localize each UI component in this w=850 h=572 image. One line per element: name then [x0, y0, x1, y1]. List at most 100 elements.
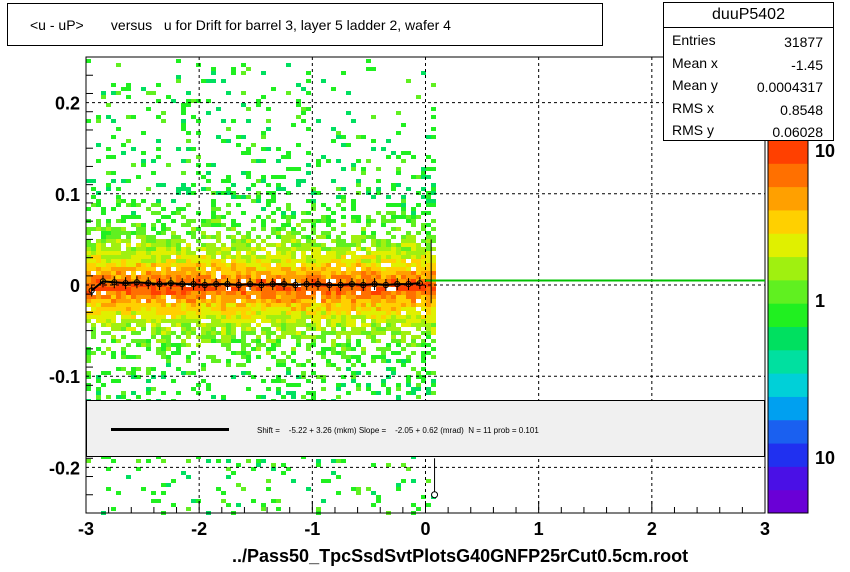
heatmap-cell: [371, 463, 376, 467]
heatmap-cell: [136, 375, 141, 379]
heatmap-cell: [141, 283, 146, 287]
heatmap-cell: [86, 227, 91, 231]
heatmap-cell: [151, 243, 156, 247]
heatmap-cell: [86, 311, 91, 315]
heatmap-cell: [221, 299, 226, 303]
heatmap-cell: [286, 295, 291, 299]
heatmap-cell: [116, 231, 121, 235]
heatmap-cell: [191, 227, 196, 231]
heatmap-cell: [426, 387, 431, 391]
heatmap-cell: [226, 359, 231, 363]
heatmap-cell: [196, 455, 201, 459]
heatmap-cell: [156, 155, 161, 159]
heatmap-cell: [301, 375, 306, 379]
heatmap-cell: [431, 275, 436, 279]
heatmap-cell: [126, 255, 131, 259]
heatmap-cell: [396, 131, 401, 135]
heatmap-cell: [316, 259, 321, 263]
heatmap-cell: [261, 179, 266, 183]
profile-point: [213, 280, 220, 288]
heatmap-cell: [91, 303, 96, 307]
heatmap-cell: [176, 307, 181, 311]
heatmap-cell: [286, 323, 291, 327]
heatmap-cell: [186, 335, 191, 339]
heatmap-cell: [141, 131, 146, 135]
heatmap-cell: [86, 207, 91, 211]
heatmap-cell: [431, 379, 436, 383]
heatmap-cell: [371, 251, 376, 255]
heatmap-cell: [366, 371, 371, 375]
heatmap-cell: [261, 507, 266, 511]
heatmap-cell: [391, 251, 396, 255]
heatmap-cell: [156, 199, 161, 203]
heatmap-cell: [136, 459, 141, 463]
heatmap-cell: [126, 311, 131, 315]
heatmap-cell: [386, 295, 391, 299]
heatmap-cell: [396, 383, 401, 387]
heatmap-cell: [266, 287, 271, 291]
heatmap-cell: [271, 275, 276, 279]
heatmap-cell: [161, 259, 166, 263]
heatmap-cell: [261, 331, 266, 335]
heatmap-cell: [181, 207, 186, 211]
heatmap-cell: [416, 383, 421, 387]
heatmap-cell: [216, 235, 221, 239]
heatmap-cell: [401, 335, 406, 339]
heatmap-cell: [176, 367, 181, 371]
heatmap-cell: [431, 327, 436, 331]
heatmap-cell: [266, 251, 271, 255]
heatmap-cell: [111, 83, 116, 87]
heatmap-cell: [126, 319, 131, 323]
heatmap-cell: [121, 255, 126, 259]
heatmap-cell: [111, 239, 116, 243]
heatmap-cell: [181, 103, 186, 107]
heatmap-cell: [226, 311, 231, 315]
heatmap-cell: [206, 187, 211, 191]
heatmap-cell: [291, 383, 296, 387]
heatmap-cell: [371, 331, 376, 335]
heatmap-cell: [226, 251, 231, 255]
heatmap-cell: [291, 275, 296, 279]
heatmap-cell: [251, 299, 256, 303]
heatmap-cell: [386, 299, 391, 303]
heatmap-cell: [296, 315, 301, 319]
x-tick-label: 3: [760, 519, 770, 539]
heatmap-cell: [211, 215, 216, 219]
heatmap-cell: [356, 239, 361, 243]
heatmap-cell: [241, 323, 246, 327]
heatmap-cell: [106, 115, 111, 119]
heatmap-cell: [266, 203, 271, 207]
heatmap-cell: [321, 327, 326, 331]
heatmap-cell: [356, 287, 361, 291]
heatmap-cell: [316, 251, 321, 255]
heatmap-cell: [221, 327, 226, 331]
heatmap-cell: [226, 203, 231, 207]
heatmap-cell: [136, 299, 141, 303]
heatmap-cell: [301, 179, 306, 183]
heatmap-cell: [406, 295, 411, 299]
heatmap-cell: [406, 383, 411, 387]
heatmap-cell: [401, 291, 406, 295]
heatmap-cell: [156, 147, 161, 151]
heatmap-cell: [316, 307, 321, 311]
heatmap-cell: [426, 259, 431, 263]
heatmap-cell: [226, 187, 231, 191]
heatmap-cell: [351, 319, 356, 323]
heatmap-cell: [291, 479, 296, 483]
heatmap-cell: [96, 243, 101, 247]
heatmap-cell: [396, 351, 401, 355]
heatmap-cell: [406, 247, 411, 251]
heatmap-cell: [241, 307, 246, 311]
heatmap-cell: [406, 275, 411, 279]
heatmap-cell: [286, 275, 291, 279]
heatmap-cell: [416, 259, 421, 263]
heatmap-cell: [156, 295, 161, 299]
heatmap-cell: [341, 195, 346, 199]
heatmap-cell: [371, 115, 376, 119]
heatmap-cell: [96, 375, 101, 379]
heatmap-cell: [351, 219, 356, 223]
heatmap-cell: [246, 311, 251, 315]
heatmap-cell: [356, 343, 361, 347]
heatmap-cell: [226, 211, 231, 215]
heatmap-cell: [226, 475, 231, 479]
